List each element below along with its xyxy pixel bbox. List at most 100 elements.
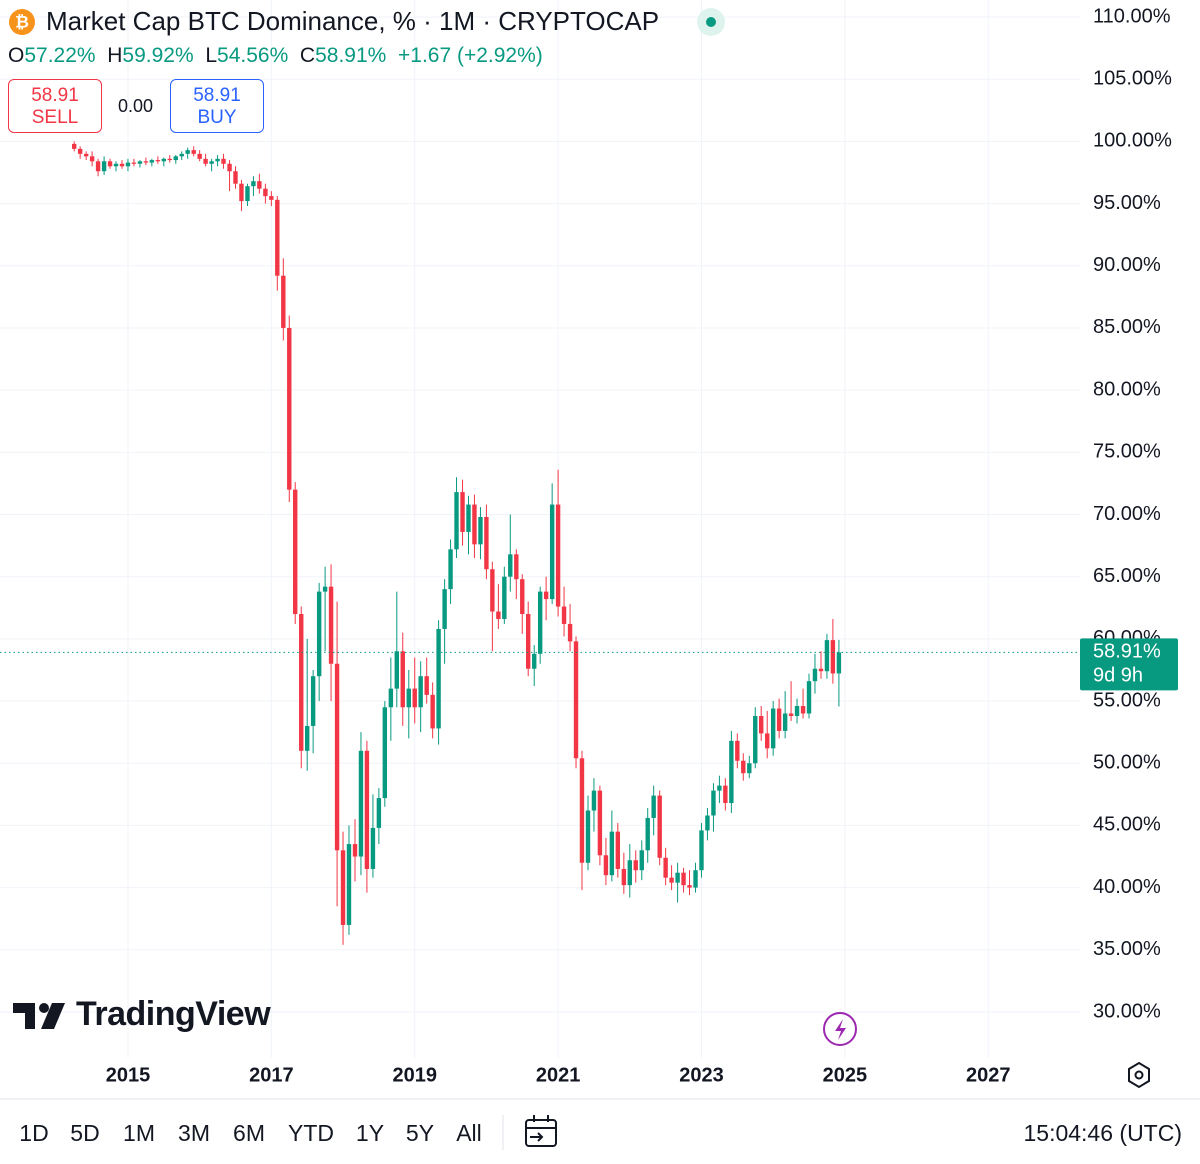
candle-body	[430, 694, 435, 729]
settings-dot	[1134, 1070, 1144, 1080]
candle-body	[281, 275, 286, 328]
y-tick-label: 90.00%	[1093, 254, 1161, 276]
candle-body	[119, 163, 125, 167]
candle-body	[203, 158, 208, 164]
candle-body	[131, 162, 137, 164]
candle-body	[137, 161, 143, 164]
range-button[interactable]: 1Y	[355, 1120, 385, 1146]
event-icon[interactable]	[823, 1012, 857, 1046]
ohlc-value: 58.91%	[315, 44, 387, 67]
candle-body	[304, 725, 310, 751]
candle-body	[490, 569, 495, 612]
candle-body	[424, 676, 429, 695]
candle-body	[537, 591, 543, 654]
candle-body	[645, 817, 650, 851]
candle-body	[800, 706, 806, 714]
range-button[interactable]: 5Y	[405, 1120, 435, 1146]
candle-body	[352, 844, 358, 857]
candle-body	[830, 640, 836, 674]
candle-body	[454, 492, 459, 550]
candle-body	[818, 668, 824, 672]
candle-body	[705, 815, 710, 831]
logo-text: TradingView	[76, 995, 271, 1033]
candle-body	[543, 591, 549, 600]
bitcoin-symbol: ₿	[15, 12, 29, 31]
candle-body	[370, 827, 376, 869]
candle-body	[788, 713, 794, 716]
candle-body	[448, 549, 453, 590]
candle-body	[400, 651, 405, 708]
y-tick-label: 110.00%	[1093, 5, 1171, 27]
range-button[interactable]: 1D	[19, 1120, 49, 1146]
candle-body	[591, 790, 597, 811]
candle-body	[316, 591, 322, 677]
candle-body	[412, 688, 417, 708]
x-tick-label: 2019	[392, 1064, 437, 1086]
range-button[interactable]: 3M	[178, 1120, 210, 1146]
y-tick-label: 45.00%	[1093, 814, 1161, 836]
candle-body	[95, 161, 101, 172]
ohlc-value: 57.22%	[24, 44, 96, 67]
change: +1.67 (+2.92%)	[398, 44, 543, 67]
candle-body	[567, 623, 573, 642]
candle-body	[532, 653, 537, 669]
y-tick-label: 85.00%	[1093, 316, 1161, 338]
candle-body	[388, 688, 394, 708]
candle-body	[191, 150, 196, 154]
event-bolt	[835, 1019, 846, 1040]
candle-body	[215, 158, 220, 162]
candle-body	[107, 161, 113, 167]
candle-body	[376, 798, 382, 828]
sell-button[interactable]: 58.91 SELL	[8, 79, 102, 133]
x-tick-label: 2023	[679, 1064, 724, 1086]
candle-body	[71, 143, 77, 149]
candle-body	[699, 830, 704, 871]
candle-body	[723, 785, 728, 804]
candle-body	[693, 870, 698, 888]
candle-body	[239, 183, 244, 202]
range-button[interactable]: YTD	[288, 1120, 334, 1146]
candle-body	[197, 153, 202, 159]
candle-body	[310, 676, 316, 726]
candle-body	[484, 516, 489, 570]
candle-body	[603, 855, 609, 876]
candle-body	[776, 708, 782, 731]
candle-body	[609, 831, 615, 876]
candle-body	[747, 763, 752, 774]
candle-body	[233, 171, 238, 184]
candle-body	[358, 750, 364, 857]
candle-body	[221, 158, 226, 164]
calendar-icon[interactable]	[525, 1115, 557, 1147]
y-tick-label: 105.00%	[1093, 68, 1172, 90]
y-tick-label: 75.00%	[1093, 441, 1161, 463]
candle-body	[346, 844, 352, 925]
candle-body	[257, 181, 262, 189]
price-tag-label: 58.91%	[1093, 641, 1161, 663]
candle-body	[245, 186, 250, 202]
candle-body	[143, 161, 149, 163]
range-button[interactable]: 5D	[70, 1120, 100, 1146]
candle-body	[472, 504, 477, 545]
buy-button[interactable]: 58.91 BUY	[170, 79, 264, 133]
candle-body	[765, 733, 770, 749]
bitcoin-icon	[9, 9, 35, 35]
range-button[interactable]: 1M	[123, 1120, 155, 1146]
clock: 15:04:46 (UTC)	[1023, 1120, 1182, 1146]
candle-body	[824, 640, 830, 672]
y-tick-label: 70.00%	[1093, 503, 1161, 525]
toolbar: 15:04:46 (UTC) 1D 5D 1M 3M 6M YTD 1Y 5Y All	[0, 1100, 1200, 1164]
candle-body	[382, 707, 388, 799]
buy-label: BUY	[197, 107, 237, 128]
settings-icon[interactable]	[1128, 1061, 1150, 1089]
candle-body	[89, 156, 95, 162]
candle-body	[287, 327, 292, 490]
range-button[interactable]: All	[456, 1120, 482, 1146]
spread: 0.00	[118, 96, 154, 116]
candle-body	[179, 153, 184, 157]
candle-body	[334, 663, 340, 851]
x-tick-label: 2027	[966, 1064, 1011, 1086]
range-button[interactable]: 6M	[233, 1120, 265, 1146]
candle-body	[663, 857, 668, 878]
candle-body	[496, 611, 501, 619]
candle-body	[639, 850, 644, 871]
